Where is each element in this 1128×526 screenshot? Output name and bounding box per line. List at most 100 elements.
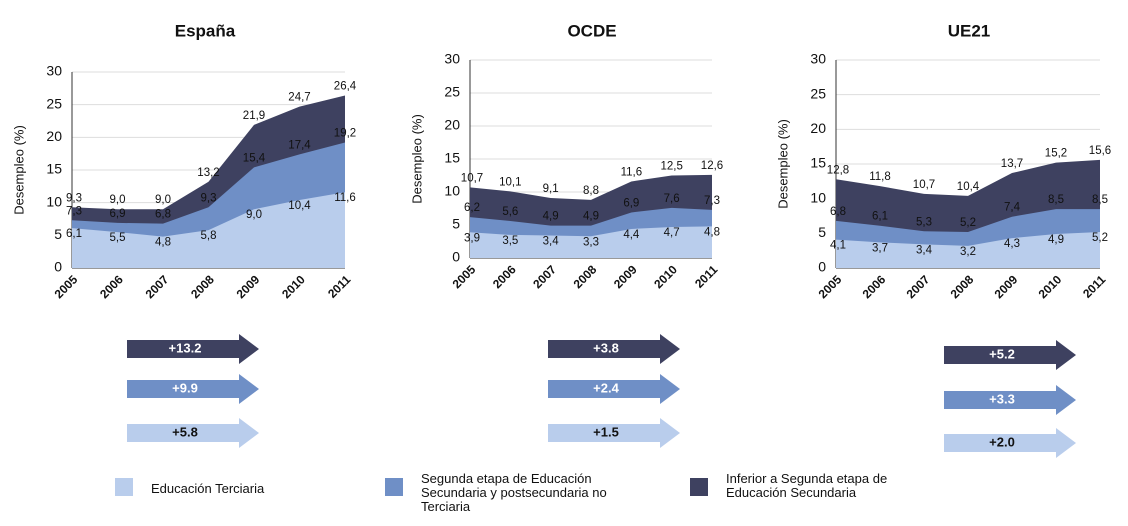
legend-label: Inferior a Segunda etapa de Educación Se… <box>726 471 888 500</box>
x-tick-label: 2006 <box>490 262 519 291</box>
data-label: 6,8 <box>830 206 846 218</box>
x-tick-label: 2011 <box>692 262 721 291</box>
data-label: 3,4 <box>543 236 560 248</box>
data-label: 11,6 <box>334 192 356 204</box>
data-label: 5,5 <box>110 232 126 244</box>
data-label: 3,5 <box>502 235 518 247</box>
legend-swatch <box>385 478 403 496</box>
area <box>836 231 1100 268</box>
x-tick-label: 2005 <box>816 272 845 301</box>
data-label: 13,7 <box>1001 158 1023 170</box>
data-label: 6,8 <box>155 209 171 221</box>
change-label: +1.5 <box>593 424 619 439</box>
data-label: 10,7 <box>461 172 483 184</box>
change-arrow <box>127 418 259 448</box>
legend-entry: Segunda etapa de Educación Secundaria y … <box>385 472 630 514</box>
x-tick-label: 2009 <box>611 262 640 291</box>
data-label: 4,8 <box>704 226 720 238</box>
change-label: +3.8 <box>593 340 619 355</box>
y-tick-label: 20 <box>46 128 62 144</box>
data-label: 13,2 <box>197 167 219 179</box>
x-tick-label: 2007 <box>904 272 933 301</box>
x-tick-label: 2010 <box>651 262 680 291</box>
data-label: 7,3 <box>66 205 82 217</box>
y-axis-label: Desempleo (%) <box>775 119 790 209</box>
y-tick-label: 15 <box>46 161 62 177</box>
data-label: 3,3 <box>583 236 599 248</box>
data-label: 21,9 <box>243 110 265 122</box>
y-tick-label: 5 <box>54 226 62 242</box>
y-tick-label: 15 <box>444 150 460 166</box>
data-label: 10,7 <box>913 179 935 191</box>
x-tick-label: 2008 <box>188 272 217 301</box>
y-tick-label: 25 <box>46 95 62 111</box>
data-label: 4,9 <box>583 211 599 223</box>
change-label: +2.4 <box>593 380 619 395</box>
legend-entry: Educación Terciaria <box>115 478 315 496</box>
data-label: 9,3 <box>201 192 217 204</box>
x-tick-label: 2010 <box>279 272 308 301</box>
y-tick-label: 20 <box>444 117 460 133</box>
x-tick-label: 2006 <box>97 272 126 301</box>
data-label: 26,4 <box>334 81 357 93</box>
data-label: 3,4 <box>916 244 933 256</box>
change-arrow <box>127 374 259 404</box>
data-label: 3,2 <box>960 246 976 258</box>
data-label: 7,3 <box>704 195 720 207</box>
data-label: 4,4 <box>623 229 640 241</box>
data-label: 15,6 <box>1089 145 1111 157</box>
data-label: 17,4 <box>288 139 311 151</box>
x-tick-label: 2005 <box>52 272 81 301</box>
legend-label: Segunda etapa de Educación Secundaria y … <box>421 471 607 514</box>
chart-title: UE21 <box>948 21 991 40</box>
change-label: +9.9 <box>172 380 198 395</box>
y-tick-label: 25 <box>810 85 826 101</box>
change-label: +2.0 <box>989 434 1015 449</box>
chart-title: OCDE <box>567 21 616 40</box>
legend-entry: Inferior a Segunda etapa de Educación Se… <box>690 472 950 500</box>
change-arrow <box>548 374 680 404</box>
y-tick-label: 10 <box>810 189 826 205</box>
data-label: 19,2 <box>334 128 356 140</box>
x-tick-label: 2006 <box>860 272 889 301</box>
data-label: 6,1 <box>872 211 888 223</box>
data-label: 15,4 <box>243 152 266 164</box>
data-label: 10,4 <box>288 200 311 212</box>
data-label: 6,2 <box>464 202 480 214</box>
data-label: 8,5 <box>1048 194 1064 206</box>
data-label: 4,7 <box>664 227 680 239</box>
area <box>72 192 345 268</box>
y-tick-label: 30 <box>444 51 460 67</box>
x-tick-label: 2011 <box>325 272 354 301</box>
x-tick-label: 2008 <box>571 262 600 291</box>
data-label: 3,7 <box>872 242 888 254</box>
change-arrow <box>944 428 1076 458</box>
legend-swatch <box>115 478 133 496</box>
data-label: 8,5 <box>1092 194 1108 206</box>
y-tick-label: 0 <box>54 259 62 275</box>
data-label: 9,0 <box>246 209 262 221</box>
data-label: 4,9 <box>543 211 559 223</box>
data-label: 4,9 <box>1048 234 1064 246</box>
data-label: 9,1 <box>543 183 559 195</box>
y-tick-label: 20 <box>810 120 826 136</box>
y-tick-label: 0 <box>452 249 460 265</box>
x-tick-label: 2007 <box>143 272 172 301</box>
y-axis-label: Desempleo (%) <box>11 125 26 215</box>
change-arrow <box>548 418 680 448</box>
y-tick-label: 5 <box>452 216 460 232</box>
y-tick-label: 25 <box>444 84 460 100</box>
data-label: 9,3 <box>66 192 82 204</box>
data-label: 5,3 <box>916 216 932 228</box>
y-tick-label: 10 <box>46 193 62 209</box>
y-tick-label: 10 <box>444 183 460 199</box>
data-label: 7,6 <box>664 193 680 205</box>
change-arrow <box>944 340 1076 370</box>
y-tick-label: 30 <box>810 51 826 67</box>
data-label: 11,8 <box>869 171 891 183</box>
legend-label: Educación Terciaria <box>151 481 265 496</box>
x-tick-label: 2011 <box>1080 272 1109 301</box>
data-label: 12,6 <box>701 160 723 172</box>
data-label: 4,1 <box>830 240 846 252</box>
